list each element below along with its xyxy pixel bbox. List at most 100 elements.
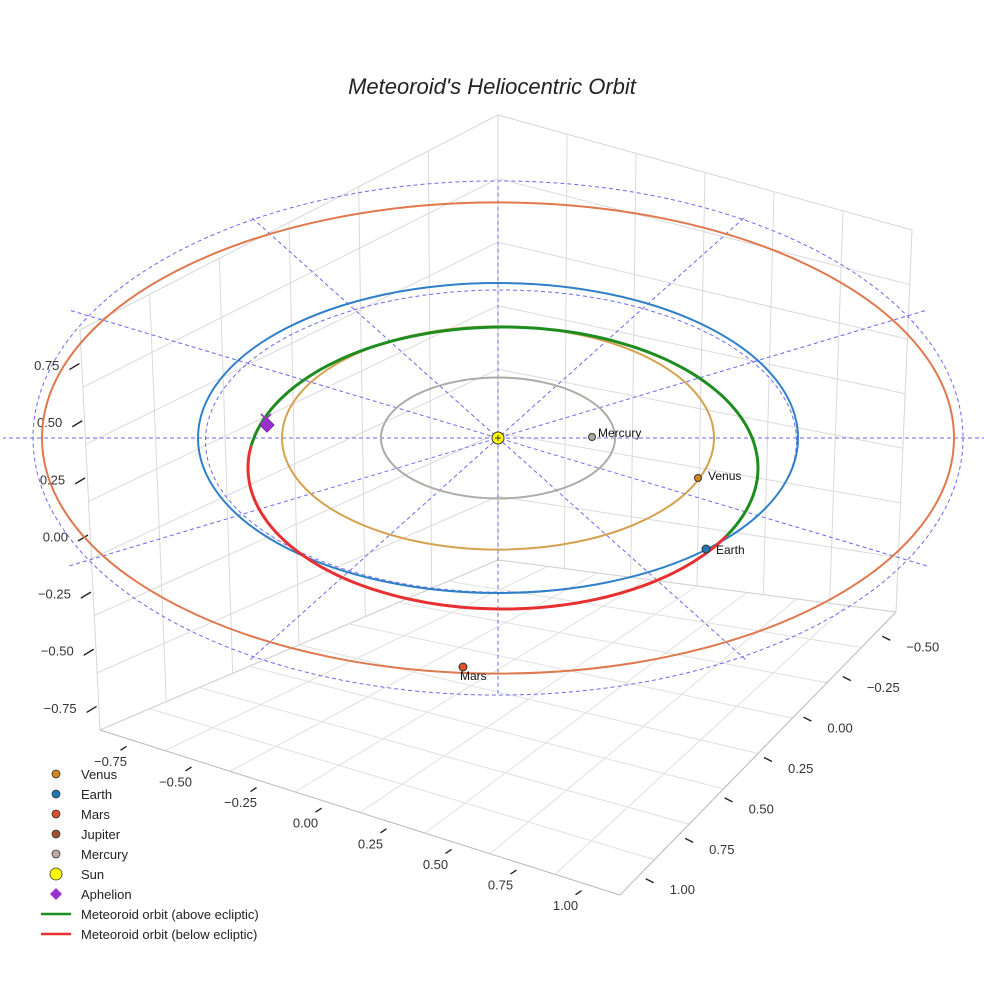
wall-grid-line — [563, 134, 568, 569]
legend-item[interactable]: Earth — [38, 784, 259, 804]
floor-grid-line — [398, 602, 828, 684]
wall-grid-line — [427, 150, 433, 589]
y-tick-mark — [645, 878, 655, 884]
legend-circle — [51, 829, 61, 839]
y-tick-mark — [724, 797, 733, 803]
wall-grid-line — [149, 294, 167, 702]
floor-grid-line — [424, 592, 748, 834]
z-tick-label: 0.50 — [37, 415, 62, 430]
aphelion-cross-marker — [260, 413, 272, 425]
z-tick-label: 0.25 — [40, 472, 65, 487]
legend-symbol-line — [41, 932, 71, 936]
z-tick-mark — [69, 362, 80, 371]
orbit-mercury — [380, 376, 616, 500]
x-tick-mark — [315, 807, 322, 813]
x-tick-label: −0.50 — [159, 774, 192, 789]
earth-marker — [701, 544, 711, 554]
mercury-marker — [588, 433, 596, 441]
y-tick-label: −0.50 — [906, 640, 939, 655]
x-tick-mark — [380, 828, 387, 834]
z-tick-label: −0.75 — [44, 701, 77, 716]
y-tick-mark — [763, 756, 773, 763]
x-tick-label: −0.75 — [94, 754, 127, 769]
legend-label: Aphelion — [81, 886, 132, 902]
venus-label: Venus — [708, 469, 741, 483]
legend-item[interactable]: Sun — [38, 864, 259, 884]
legend-item[interactable]: Meteoroid orbit (below ecliptic) — [38, 924, 259, 944]
legend-item[interactable]: Aphelion — [38, 884, 259, 904]
wall-grid-line — [96, 495, 499, 674]
axis-box — [79, 114, 913, 896]
wall-grid-line — [630, 153, 637, 578]
z-tick-label: 0.75 — [34, 358, 59, 373]
y-tick-label: −0.25 — [867, 680, 900, 695]
legend-symbol-big-circle — [49, 867, 63, 881]
legend-label: Meteoroid orbit (below ecliptic) — [81, 926, 258, 942]
y-tick-mark — [881, 635, 891, 641]
y-tick-label: 0.75 — [709, 842, 734, 857]
mars-label: Mars — [460, 669, 487, 683]
mars-marker — [458, 662, 468, 672]
legend-circle — [49, 867, 63, 881]
z-tick-mark — [77, 534, 89, 542]
x-tick-mark — [120, 745, 127, 751]
sun-marker-cross — [495, 435, 501, 441]
x-tick-mark — [575, 890, 582, 896]
legend-label: Venus — [81, 766, 118, 782]
legend-item[interactable]: Mercury — [38, 844, 259, 864]
legend-item[interactable]: Meteoroid orbit (above ecliptic) — [38, 904, 259, 924]
wall-grid-line — [82, 178, 499, 388]
legend-symbol-circle — [51, 769, 61, 779]
y-tick-mark — [684, 837, 694, 843]
axis-ticks: −0.75 −0.50 −0.25 0.00 0.25 0.50 0.75 1.00 −0.50… — [34, 358, 939, 913]
x-tick-label: 0.25 — [358, 836, 383, 851]
y-tick-mark — [803, 716, 812, 722]
x-tick-mark — [185, 766, 192, 772]
legend-symbol-circle — [51, 849, 61, 859]
y-tick-label: 0.25 — [788, 761, 813, 776]
legend-label: Mars — [81, 806, 110, 822]
legend-label: Meteoroid orbit (above ecliptic) — [81, 906, 259, 922]
floor-grid-line — [554, 605, 847, 875]
orbit-mars — [41, 201, 955, 675]
orbit-earth — [197, 282, 799, 594]
legend-symbol-circle — [51, 829, 61, 839]
wall-grid-line — [497, 432, 901, 504]
legend-symbol-circle — [51, 809, 61, 819]
meteoroid-orbit-above — [249, 325, 760, 537]
x-tick-label: 0.75 — [488, 878, 513, 893]
wall-grid-line — [497, 241, 908, 340]
wall-grid-line — [91, 368, 499, 560]
legend-circle — [51, 849, 61, 859]
y-tick-label: 1.00 — [670, 882, 695, 897]
legend-label: Sun — [81, 866, 105, 882]
z-tick-label: 0.00 — [43, 529, 68, 544]
legend-circle — [51, 809, 61, 819]
x-tick-label: 1.00 — [553, 898, 578, 913]
x-tick-label: 0.50 — [423, 857, 448, 872]
ecliptic-spoke — [69, 309, 927, 567]
z-tick-label: −0.50 — [41, 644, 74, 659]
earth-label: Earth — [716, 543, 745, 557]
z-tick-mark — [80, 591, 92, 599]
legend-symbol-circle — [51, 789, 61, 799]
x-tick-mark — [445, 848, 452, 855]
legend-label: Jupiter — [81, 826, 121, 842]
x-tick-mark — [510, 869, 517, 875]
wall-grid-line — [85, 241, 499, 445]
y-tick-label: 0.00 — [827, 721, 852, 736]
legend-item[interactable]: Venus — [38, 764, 259, 784]
z-tick-mark — [71, 420, 83, 428]
wall-grid-line — [218, 258, 234, 674]
legend-circle — [51, 789, 61, 799]
wall-grid-line — [497, 368, 903, 449]
z-tick-label: −0.25 — [38, 587, 71, 602]
wall-grid-line — [497, 178, 910, 286]
mercury-label: Mercury — [598, 426, 641, 440]
legend-item[interactable]: Mars — [38, 804, 259, 824]
legend-item[interactable]: Jupiter — [38, 824, 259, 844]
legend-symbol-line — [41, 912, 71, 916]
wall-grid-line — [358, 186, 366, 617]
wall-grid-line — [497, 495, 899, 558]
